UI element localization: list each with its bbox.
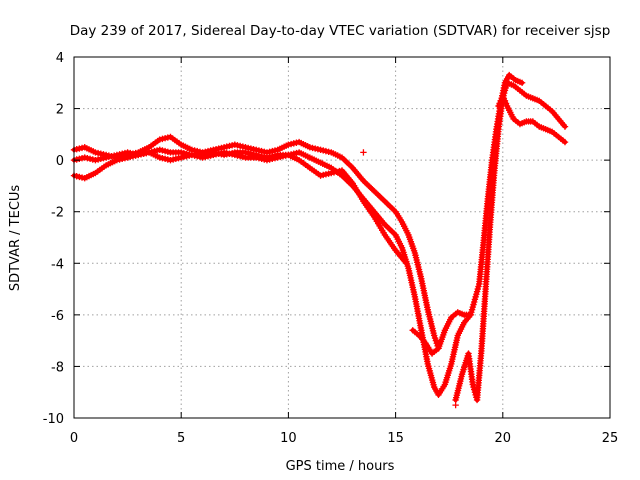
x-tick-label: 25 bbox=[602, 431, 619, 446]
y-tick-label: 0 bbox=[56, 154, 64, 169]
x-tick-label: 5 bbox=[177, 431, 185, 446]
y-tick-label: -6 bbox=[51, 309, 64, 324]
series-track-6 bbox=[495, 92, 569, 146]
data-series bbox=[70, 71, 569, 409]
series-trace bbox=[71, 147, 473, 398]
y-tick-label: -8 bbox=[51, 360, 64, 375]
y-tick-label: -10 bbox=[43, 412, 64, 427]
grid-lines bbox=[74, 57, 610, 418]
x-tick-label: 20 bbox=[495, 431, 512, 446]
x-tick-label: 15 bbox=[387, 431, 404, 446]
x-tick-label: 10 bbox=[280, 431, 297, 446]
series-trace bbox=[71, 134, 441, 351]
data-point bbox=[403, 260, 410, 267]
y-tick-label: -4 bbox=[51, 257, 64, 272]
data-point bbox=[518, 79, 526, 86]
isolated-data-point bbox=[360, 149, 367, 156]
data-point bbox=[561, 138, 569, 146]
y-axis-label: SDTVAR / TECUs bbox=[8, 185, 23, 292]
y-tick-labels: -10 -8 -6 -4 -2 0 2 4 bbox=[43, 51, 64, 427]
series-track-5 bbox=[452, 79, 569, 404]
x-tick-labels: 0 5 10 15 20 25 bbox=[70, 431, 618, 446]
series-track-3 bbox=[70, 149, 410, 267]
x-axis-label: GPS time / hours bbox=[286, 459, 395, 474]
axis-ticks bbox=[73, 56, 611, 419]
y-tick-label: 2 bbox=[56, 103, 64, 118]
isolated-data-point bbox=[452, 401, 459, 409]
y-tick-label: 4 bbox=[56, 51, 64, 66]
plot-frame bbox=[73, 56, 611, 419]
x-tick-label: 0 bbox=[70, 431, 78, 446]
series-track-2 bbox=[70, 146, 474, 398]
data-point bbox=[561, 123, 569, 130]
y-tick-label: -2 bbox=[51, 206, 64, 221]
series-track-1 bbox=[70, 133, 442, 352]
chart-title: Day 239 of 2017, Sidereal Day-to-day VTE… bbox=[70, 23, 611, 39]
